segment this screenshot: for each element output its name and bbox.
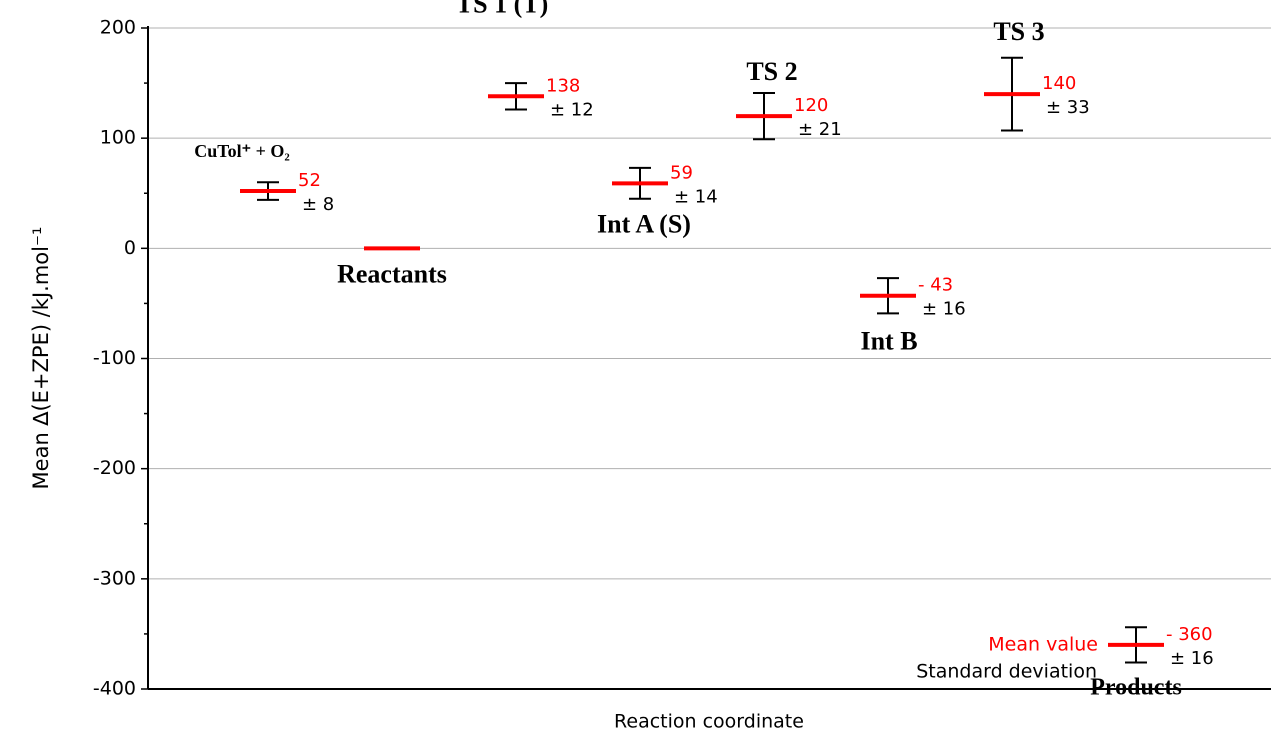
error-label: ± 16	[1170, 648, 1214, 669]
y-tick-label: -100	[93, 347, 136, 369]
y-axis-label: Mean ∆(E+ZPE) /kJ.mol⁻¹	[29, 227, 53, 490]
category-label: Products	[1090, 674, 1182, 700]
category-label: Int B	[860, 327, 917, 356]
error-label: ± 16	[922, 299, 966, 320]
error-label: ± 33	[1046, 97, 1090, 118]
category-label: CuTol⁺ + O₂	[194, 141, 290, 161]
y-tick-label: 100	[100, 127, 136, 149]
y-tick-label: 0	[124, 237, 136, 259]
value-label: - 360	[1166, 624, 1213, 645]
category-label: TS 1 (T)	[456, 0, 548, 18]
value-label: 140	[1042, 73, 1076, 94]
value-label: 120	[794, 95, 828, 116]
category-label: Reactants	[337, 259, 447, 288]
y-tick-label: -200	[93, 457, 136, 479]
value-label: - 43	[918, 275, 953, 296]
y-tick-label: 200	[100, 17, 136, 39]
value-label: 52	[298, 170, 321, 191]
value-label: 59	[670, 162, 693, 183]
category-label: TS 2	[746, 57, 797, 86]
legend-mean: Mean value	[988, 633, 1098, 655]
value-label: 138	[546, 75, 580, 96]
error-label: ± 21	[798, 119, 842, 140]
legend-sd: Standard deviation	[916, 660, 1097, 682]
error-label: ± 14	[674, 186, 718, 207]
category-label: TS 3	[993, 17, 1044, 46]
error-label: ± 8	[302, 194, 334, 215]
error-label: ± 12	[550, 99, 594, 120]
category-label: Int A (S)	[597, 209, 691, 238]
y-tick-label: -400	[93, 678, 136, 700]
y-tick-label: -300	[93, 567, 136, 589]
x-axis-label: Reaction coordinate	[614, 711, 804, 733]
